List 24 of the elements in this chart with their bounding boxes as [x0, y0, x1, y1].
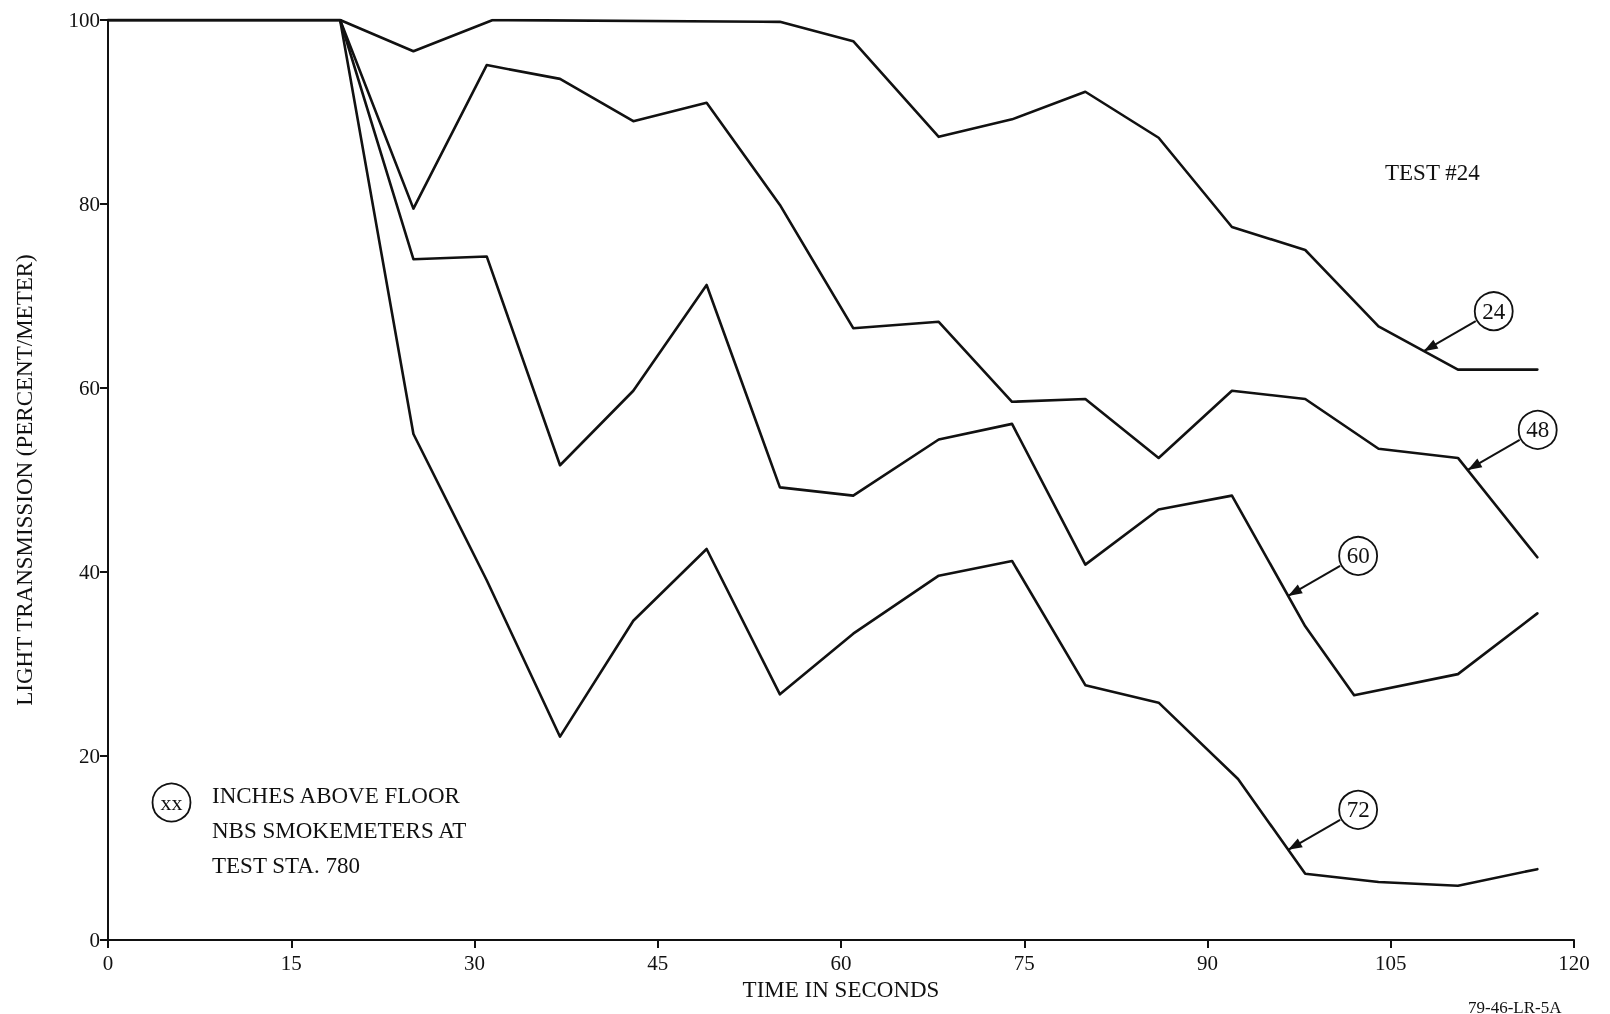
x-tick-label: 105 — [1375, 950, 1407, 975]
x-tick-label: 120 — [1558, 950, 1590, 975]
annotation: 24 — [1482, 298, 1506, 324]
annotation: 72 — [1346, 797, 1370, 823]
y-tick-label: 80 — [79, 192, 100, 216]
y-tick-label: 60 — [79, 376, 100, 400]
annotation: 60 — [1346, 543, 1370, 569]
x-tick-label: 15 — [280, 950, 302, 975]
y-tick-label: 0 — [89, 928, 100, 952]
y-tick-label: 20 — [79, 744, 100, 768]
x-tick-label: 30 — [464, 950, 485, 975]
y-tick-label: 40 — [79, 560, 100, 584]
x-tick-label: 45 — [647, 950, 669, 975]
text: 79-46-LR-5A — [1468, 998, 1563, 1014]
annotation: 48 — [1526, 417, 1550, 443]
x-tick-label: 60 — [830, 950, 852, 975]
x-tick-label: 90 — [1197, 950, 1218, 975]
y-tick-label: 100 — [68, 8, 100, 32]
annotation: TEST #24 — [1385, 160, 1481, 185]
x-axis-title: TIME IN SECONDS — [742, 976, 940, 1002]
annotation: INCHES ABOVE FLOOR NBS SMOKEMETERS AT TEST STA. 780 — [212, 783, 467, 878]
x-tick-label: 75 — [1013, 950, 1035, 975]
annotation: xx — [160, 790, 183, 815]
y-axis-title: LIGHT TRANSMISSION (PERCENT/METER) — [12, 254, 37, 706]
